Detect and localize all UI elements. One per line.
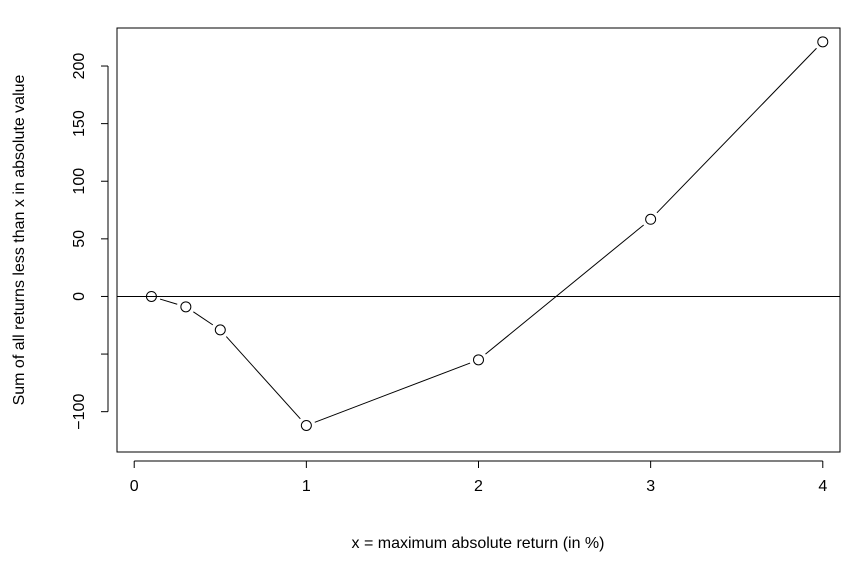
x-tick-label: 3	[646, 478, 655, 495]
plot-frame	[116, 27, 841, 453]
series-segment	[485, 224, 644, 355]
x-tick-label: 1	[302, 478, 311, 495]
data-point	[300, 420, 312, 431]
data-point	[145, 290, 157, 302]
data-point	[214, 324, 226, 336]
y-tick-label: 100	[71, 168, 88, 195]
series-segment	[314, 362, 471, 423]
x-axis-label: x = maximum absolute return (in %)	[352, 535, 605, 552]
series-line	[145, 36, 829, 431]
y-tick-label: −100	[71, 394, 88, 430]
data-point	[473, 354, 484, 366]
y-tick-label: 0	[71, 292, 88, 301]
y-axis-label: Sum of all returns less than x in absolu…	[11, 74, 28, 405]
series-segment	[225, 336, 301, 420]
x-tick-label: 4	[818, 478, 827, 495]
x-axis: 0 1 2 3 4	[130, 460, 827, 495]
series-segment	[193, 311, 214, 326]
data-point	[645, 213, 657, 225]
x-tick-label: 0	[130, 478, 139, 495]
data-point	[180, 301, 192, 313]
series-segment	[656, 47, 817, 214]
y-tick-label: 200	[71, 53, 88, 80]
y-axis: −100 0 50 100 150 200	[71, 53, 109, 430]
y-tick-label: 150	[71, 110, 88, 137]
data-point	[817, 36, 829, 48]
series-segment	[159, 298, 178, 305]
y-tick-label: 50	[71, 230, 88, 248]
x-tick-label: 2	[474, 478, 483, 495]
